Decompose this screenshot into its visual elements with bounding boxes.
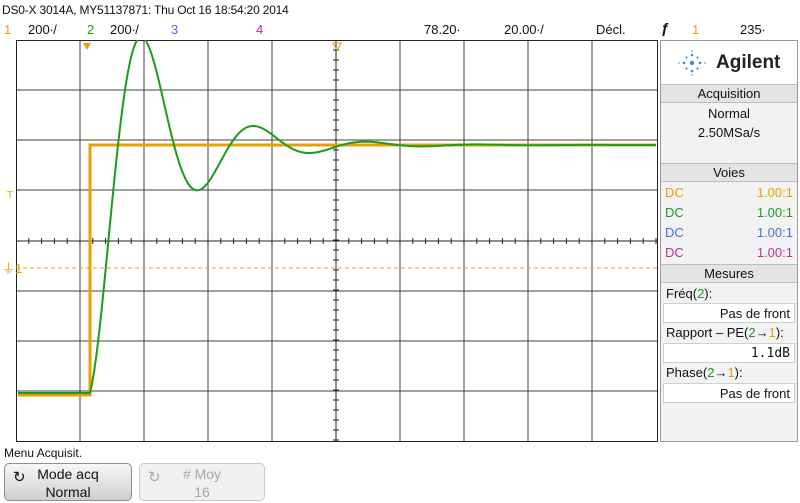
brand-name: Agilent [716, 52, 781, 73]
brand-logo: Agilent [661, 41, 797, 85]
rising-edge-icon: ƒ [661, 20, 670, 37]
rotate-knob-icon: ↻ [13, 469, 26, 486]
mesures-header: Mesures [661, 264, 797, 283]
channel-3-label[interactable]: 3 [171, 22, 179, 37]
channel-1-probe-ratio: 1.00:1 [756, 185, 793, 200]
trigger-level: 235∙ [740, 22, 766, 37]
channel-1-coupling: DC [665, 185, 684, 200]
trigger-source: 1 [692, 22, 700, 37]
averages-softkey[interactable]: ↻ # Moy 16 [139, 463, 265, 501]
voies-header: Voies [661, 163, 797, 182]
channel-3-coupling: DC [665, 225, 684, 240]
channel-2-coupling: DC [665, 205, 684, 220]
rotate-knob-icon: ↻ [148, 469, 161, 486]
agilent-spark-icon [678, 50, 706, 76]
channel-1-scale: 200∙/ [28, 22, 57, 37]
time-delay: 78.20∙ [424, 22, 461, 37]
trigger-mode: Décl. [596, 22, 626, 37]
time-scale: 20.00∙/ [504, 22, 544, 37]
channel-1-ground-marker[interactable]: ⏚1 [2, 261, 23, 276]
acq-mode-softkey[interactable]: ↻ Mode acq Normal [4, 463, 132, 501]
phase-measure-label: Phase(2→1): [666, 365, 743, 380]
trigger-position-marker [83, 43, 91, 50]
channel-1-label[interactable]: 1 [4, 22, 12, 37]
channel-3-probe-ratio: 1.00:1 [756, 225, 793, 240]
averages-label: # Moy [182, 466, 222, 482]
channel-2-trace [18, 40, 656, 394]
freq-measure-value: Pas de front [719, 306, 790, 321]
acq-mode-value: Normal [45, 484, 91, 500]
channel-2-label[interactable]: 2 [87, 22, 95, 37]
channel-2-probe-ratio: 1.00:1 [756, 205, 793, 220]
averages-value: 16 [194, 484, 210, 500]
ratio-measure-label: Rapport – PE(2→1): [666, 325, 784, 340]
sample-rate: 2.50MSa/s [697, 125, 761, 140]
freq-measure-label: Fréq(2): [666, 286, 713, 301]
channel-4-probe-ratio: 1.00:1 [756, 245, 793, 260]
menu-title: Menu Acquisit. [4, 446, 83, 460]
ratio-measure-box: 1.1dB [663, 343, 795, 363]
ratio-measure-value: 1.1dB [750, 346, 790, 361]
side-panel: Agilent Acquisition Normal 2.50MSa/s Voi… [660, 40, 798, 442]
acq-mode-label: Mode acq [37, 466, 99, 482]
waveform-graticule [16, 40, 658, 442]
channel-2-scale: 200∙/ [110, 22, 139, 37]
time-reference-marker [332, 42, 342, 52]
acquisition-header: Acquisition [661, 84, 797, 103]
channel-4-label[interactable]: 4 [256, 22, 264, 37]
channel-1-trace [18, 143, 656, 397]
phase-measure-value: Pas de front [719, 386, 790, 401]
acquisition-mode: Normal [708, 106, 750, 121]
channel-4-coupling: DC [665, 245, 684, 260]
freq-measure-box: Pas de front [663, 303, 795, 323]
phase-measure-box: Pas de front [663, 383, 795, 403]
trigger-level-marker: T [7, 190, 14, 201]
ground-icon: ⏚ [2, 261, 16, 276]
title-line: DS0-X 3014A, MY51137871: Thu Oct 16 18:5… [2, 3, 289, 17]
